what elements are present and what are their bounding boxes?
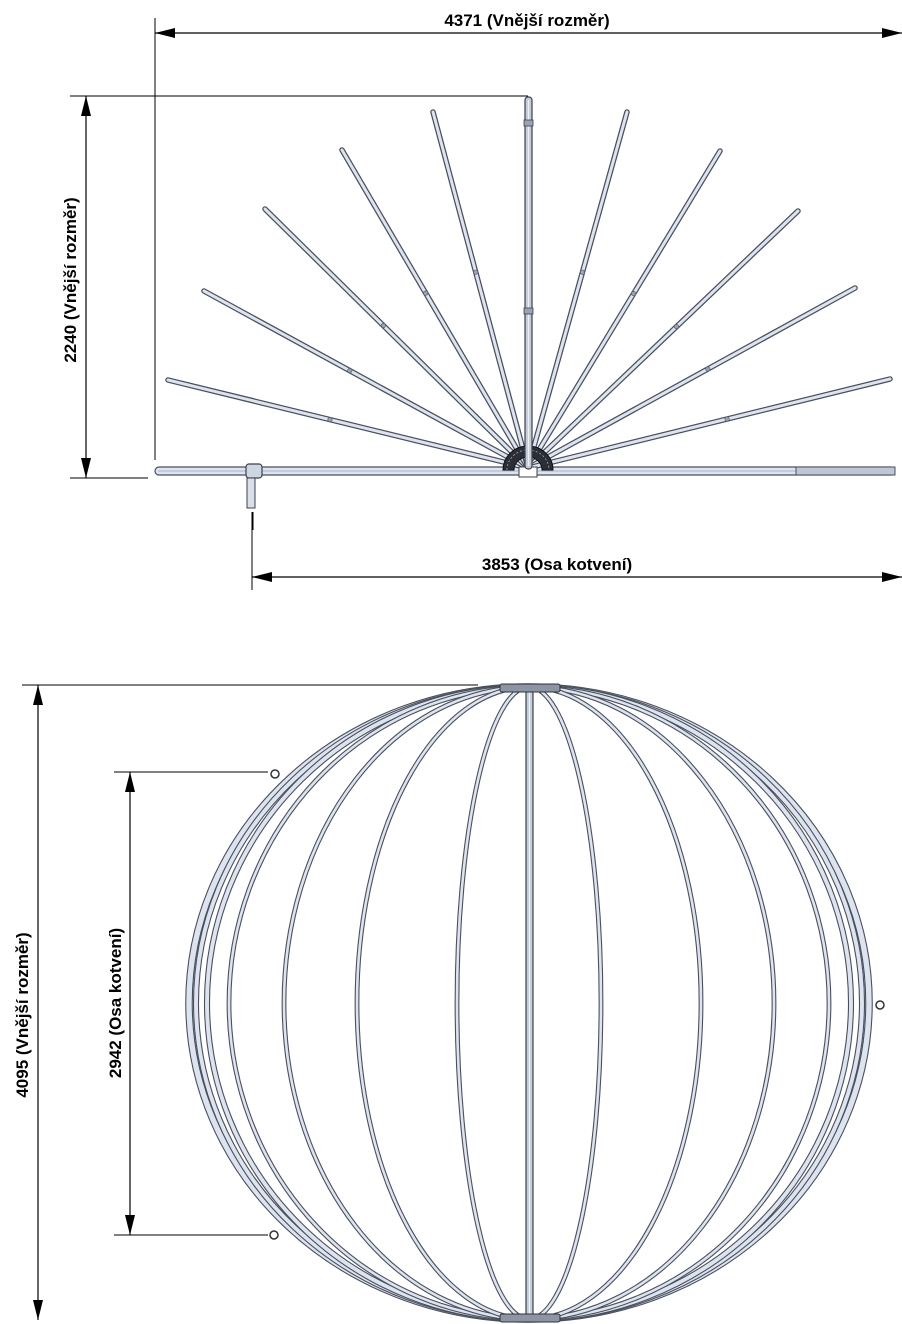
top-view-fan: 4371 (Vnější rozměr) 2240 (Vnější rozměr…: [61, 11, 902, 590]
vertical-spoke: [523, 96, 534, 470]
dim-top-width-label: 4371 (Vnější rozměr): [444, 11, 609, 30]
dim-top-height: 2240 (Vnější rozměr): [61, 95, 528, 479]
dim-top-anchor-label: 3853 (Osa kotvení): [482, 555, 632, 574]
dim-bottom-anchor-label: 2942 (Osa kotvení): [106, 928, 125, 1078]
anchor-point-bottom-left: [269, 1230, 279, 1240]
fan-spoke: [525, 148, 723, 471]
fan-spokes: [165, 109, 893, 471]
dim-bottom-anchor: 2942 (Osa kotvení): [106, 771, 268, 1236]
dim-top-width: 4371 (Vnější rozměr): [154, 11, 902, 460]
fan-spoke: [339, 147, 531, 471]
fan-spoke: [525, 109, 630, 471]
fan-spoke: [525, 376, 893, 471]
dim-top-anchor: 3853 (Osa kotvení): [251, 512, 902, 590]
anchor-point-top-left: [270, 769, 280, 779]
fan-spoke: [201, 288, 531, 471]
dim-bottom-height-label: 4095 (Vnější rozměr): [13, 932, 32, 1097]
fan-spoke: [262, 206, 531, 471]
anchor-fitting: [245, 463, 263, 530]
fan-spoke: [430, 109, 531, 471]
sphere-top-hub: [499, 683, 561, 693]
anchor-point-right: [875, 1000, 885, 1010]
dim-bottom-height: 4095 (Vnější rozměr): [13, 684, 478, 1320]
sphere-bottom-hub: [499, 1313, 561, 1323]
fan-spoke: [165, 377, 531, 471]
fan-spoke: [525, 285, 858, 471]
sphere-center-tube: [525, 687, 534, 1321]
fan-spoke: [525, 208, 801, 471]
dim-top-height-label: 2240 (Vnější rozměr): [61, 197, 80, 362]
central-hub: [502, 445, 554, 478]
bottom-view-sphere: 4095 (Vnější rozměr) 2942 (Osa kotvení): [13, 683, 885, 1323]
